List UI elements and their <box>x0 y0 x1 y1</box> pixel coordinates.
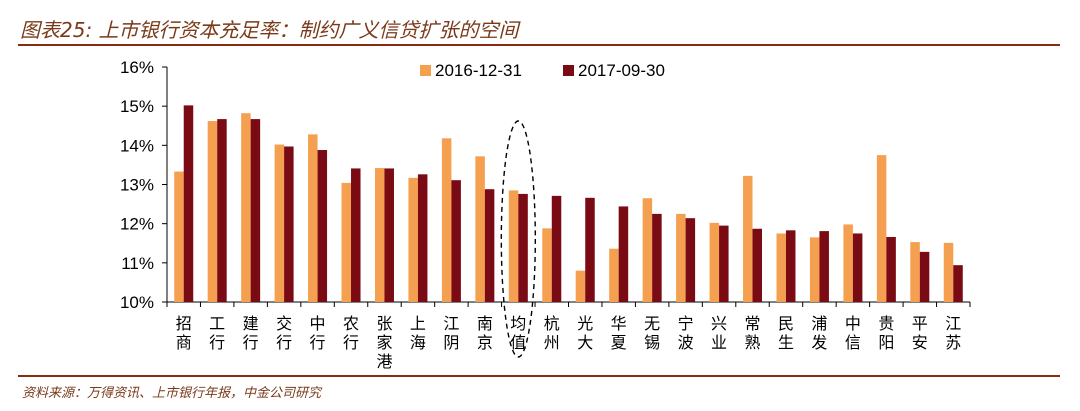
x-category-label: 贵阳 <box>878 314 894 352</box>
bar-series2 <box>351 168 361 302</box>
y-tick-label: 16% <box>120 58 154 77</box>
bar-series2 <box>284 146 294 302</box>
bar-series2 <box>953 265 963 302</box>
chart-title: 图表25: 上市银行资本充足率：制约广义信贷扩张的空间 <box>20 18 519 42</box>
x-category-label: 招商 <box>176 314 192 352</box>
legend-label-series1: 2016-12-31 <box>435 61 522 80</box>
bar-series2 <box>852 233 863 302</box>
bar-series1 <box>676 213 686 302</box>
x-category-label: 平安 <box>912 314 928 352</box>
bar-series1 <box>274 144 285 302</box>
bar-series2 <box>317 150 328 302</box>
bar-series2 <box>217 119 227 302</box>
x-category-label: 民生 <box>778 314 794 352</box>
bar-series1 <box>642 198 653 302</box>
y-tick-label: 10% <box>120 293 154 312</box>
bar-series1 <box>876 155 887 302</box>
legend-swatch-series1 <box>420 65 431 76</box>
source-note: 资料来源：万得资讯、上市银行年报，中金公司研究 <box>22 386 322 401</box>
x-category-label: 光大 <box>577 314 593 352</box>
bar-series1 <box>809 237 820 302</box>
bar-series2 <box>551 195 562 302</box>
x-category-label: 建行 <box>243 314 259 352</box>
x-category-label: 常熟 <box>745 314 761 352</box>
bar-series2 <box>484 189 495 302</box>
x-category-label: 兴业 <box>711 314 727 352</box>
x-category-label: 无锡 <box>644 314 660 352</box>
x-category-label: 中信 <box>845 314 861 352</box>
bar-series2 <box>652 213 662 302</box>
bar-series1 <box>743 175 753 302</box>
bar-series1 <box>609 248 619 302</box>
x-category-label: 南京 <box>477 314 493 352</box>
bar-series2 <box>585 197 595 302</box>
legend-label-series2: 2017-09-30 <box>578 61 665 80</box>
bar-series2 <box>719 225 729 302</box>
bar-series2 <box>183 105 194 302</box>
bar-series2 <box>819 231 829 302</box>
bar-series1 <box>542 228 552 302</box>
bar-series2 <box>919 251 930 302</box>
x-category-label: 上海 <box>410 314 426 352</box>
bar-series1 <box>508 190 519 302</box>
bar-series1 <box>575 270 586 302</box>
bar-series2 <box>752 228 763 302</box>
y-tick-label: 13% <box>120 176 154 195</box>
bar-series1 <box>943 242 954 302</box>
top-divider <box>18 44 1060 46</box>
bar-series1 <box>308 134 318 302</box>
bar-series1 <box>709 222 720 302</box>
y-tick-label: 14% <box>120 136 154 155</box>
x-category-label: 浦发 <box>811 314 827 352</box>
bar-series1 <box>374 168 385 302</box>
bar-series1 <box>776 233 786 302</box>
y-tick-label: 12% <box>120 215 154 234</box>
bar-series1 <box>241 113 251 302</box>
legend-swatch-series2 <box>563 65 574 76</box>
x-category-label: 华夏 <box>611 314 627 352</box>
bar-series2 <box>785 230 796 302</box>
bar-series1 <box>341 182 352 302</box>
bottom-divider <box>18 375 1060 377</box>
x-category-label: 杭州 <box>544 314 560 352</box>
bar-series2 <box>384 168 394 302</box>
bar-series2 <box>250 119 261 302</box>
bar-series2 <box>518 193 528 302</box>
bar-series2 <box>451 180 461 302</box>
x-category-label: 中行 <box>310 314 326 352</box>
bar-series2 <box>618 206 629 302</box>
bar-series2 <box>685 218 696 302</box>
x-category-label: 农行 <box>343 314 359 352</box>
y-tick-label: 15% <box>120 97 154 116</box>
highlight-ellipse <box>500 120 537 358</box>
x-category-label: 张家港 <box>376 314 392 371</box>
bar-series1 <box>174 171 184 302</box>
x-category-label: 宁波 <box>678 314 694 352</box>
bar-series1 <box>475 156 485 302</box>
bar-series1 <box>207 121 218 302</box>
y-tick-label: 11% <box>121 254 154 273</box>
x-category-label: 江苏 <box>945 314 961 352</box>
x-category-label: 交行 <box>276 314 292 352</box>
bar-series1 <box>441 138 452 302</box>
x-category-label: 江阴 <box>443 314 459 352</box>
bar-series2 <box>417 174 428 302</box>
bar-series1 <box>408 177 418 302</box>
bar-series1 <box>910 242 920 302</box>
x-category-label: 均值 <box>510 314 526 352</box>
x-category-label: 工行 <box>209 314 225 352</box>
bar-series1 <box>843 224 853 302</box>
bar-series2 <box>886 236 896 302</box>
